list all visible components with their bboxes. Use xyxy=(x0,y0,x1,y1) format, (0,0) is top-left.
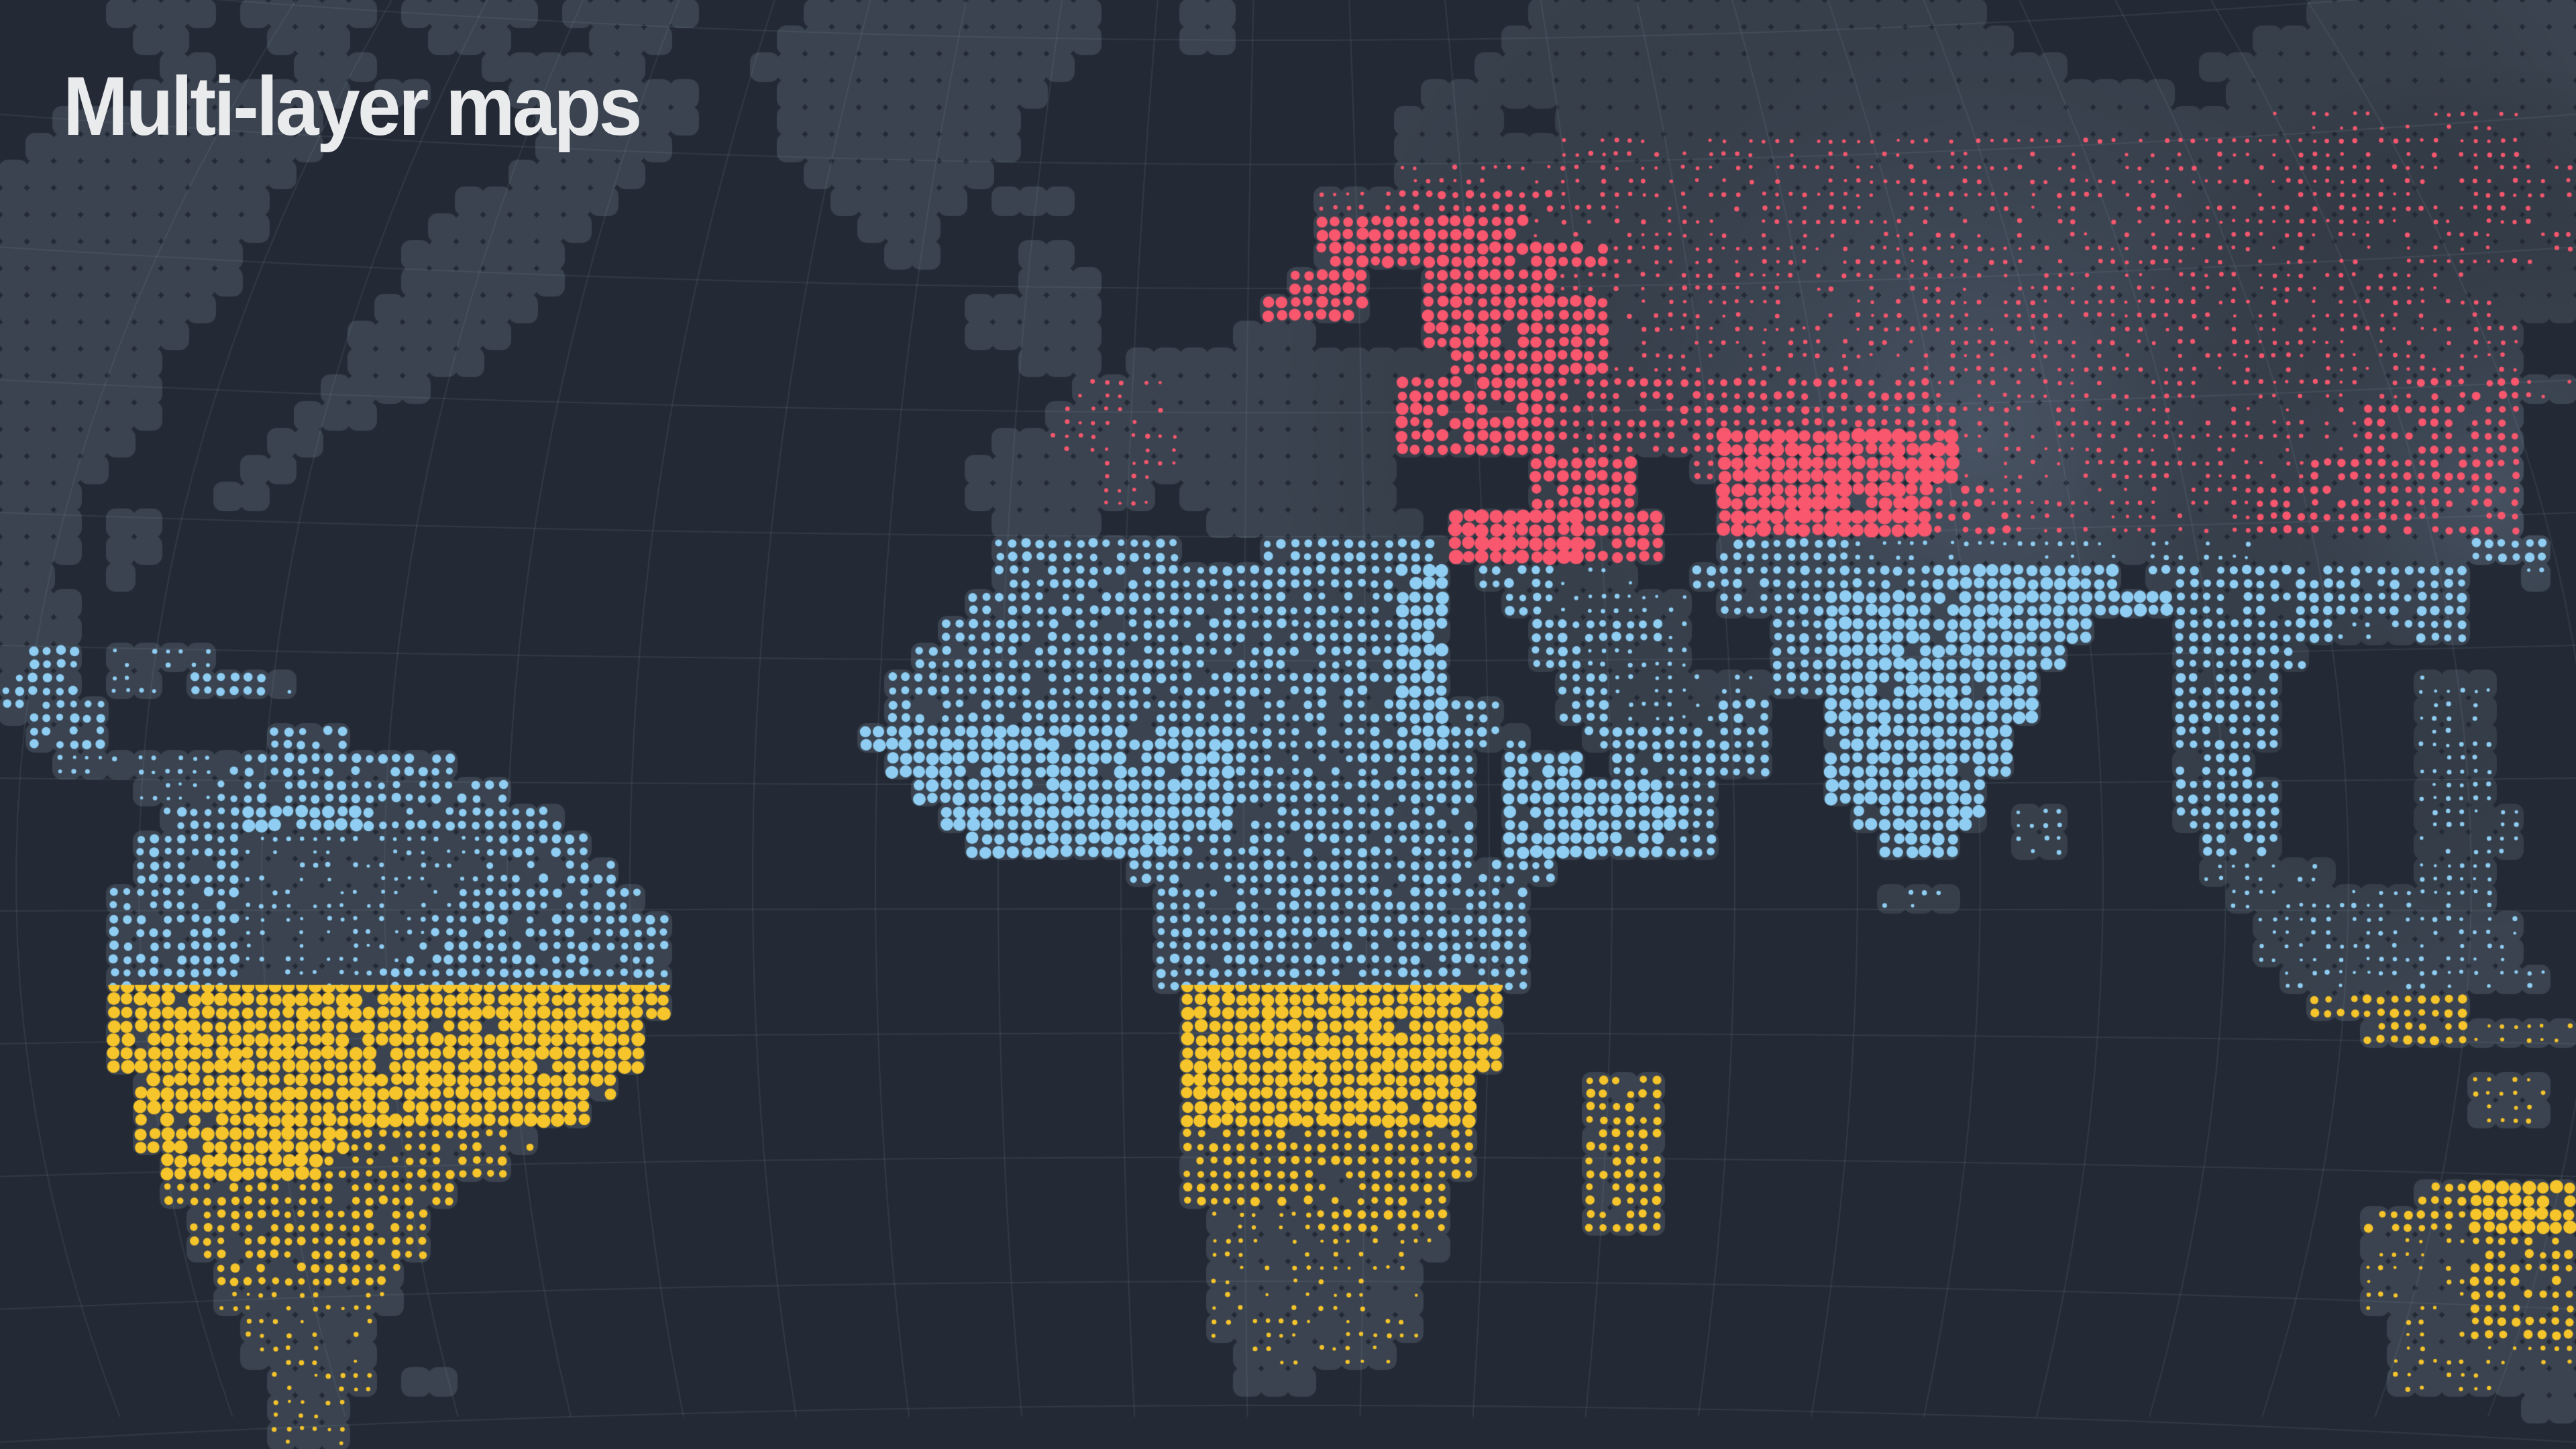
page-title: Multi-layer maps xyxy=(63,60,642,153)
